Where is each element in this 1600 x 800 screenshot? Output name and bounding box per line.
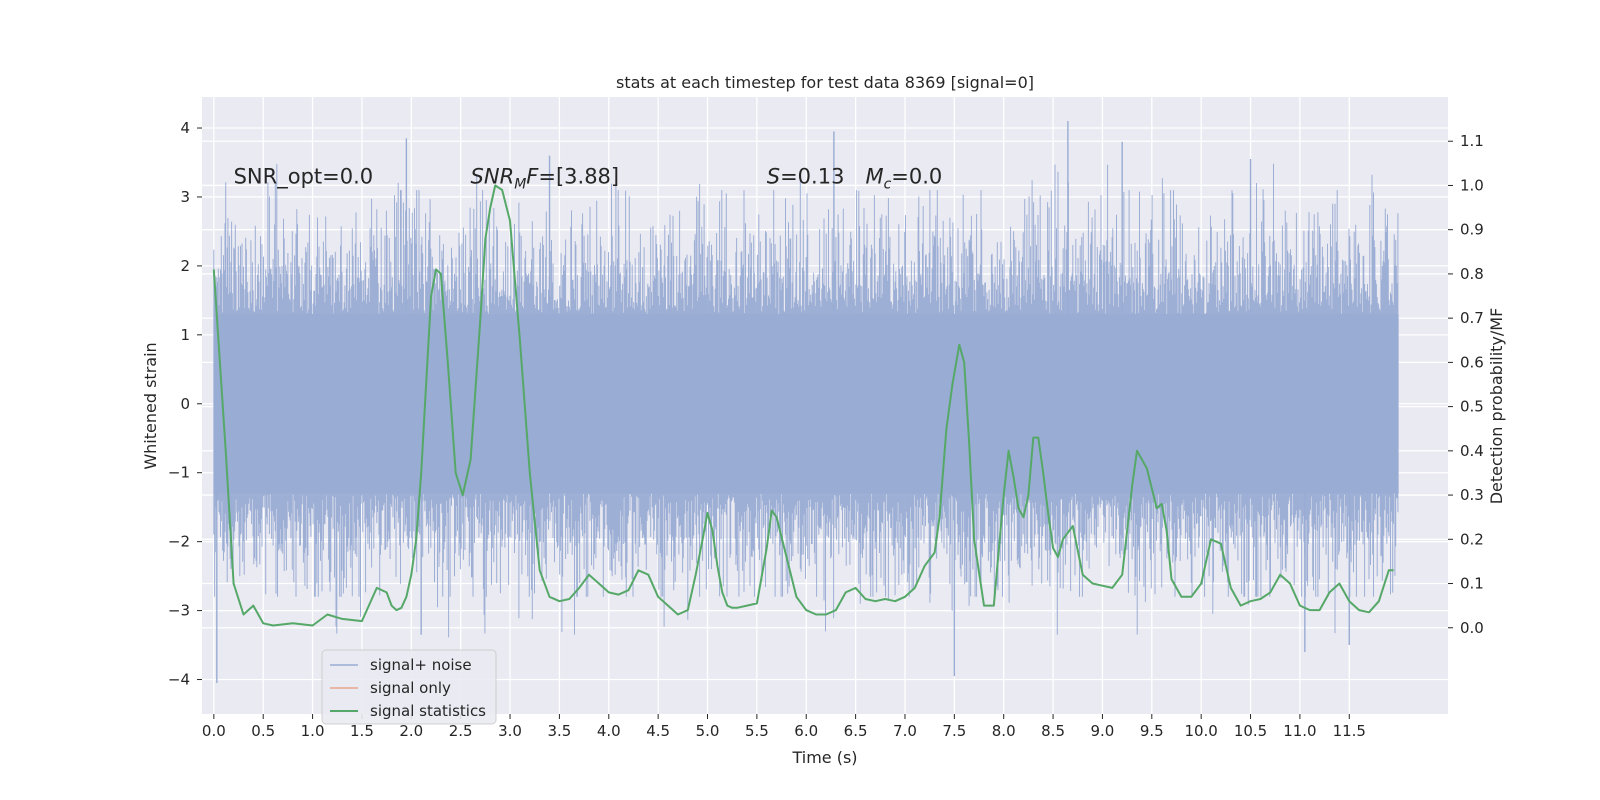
x-tick-label: 1.0	[301, 722, 325, 740]
x-tick-label: 4.0	[597, 722, 621, 740]
legend-label: signal+ noise	[370, 656, 472, 674]
series-signal-noise	[213, 121, 1399, 683]
x-tick-label: 8.5	[1041, 722, 1065, 740]
x-tick-label: 5.5	[745, 722, 769, 740]
y2-tick-label: 0.2	[1460, 530, 1484, 548]
y2-tick-label: 0.0	[1460, 619, 1484, 637]
legend-label: signal statistics	[370, 702, 486, 720]
y2-tick-label: 0.7	[1460, 309, 1484, 327]
x-tick-label: 10.0	[1184, 722, 1217, 740]
series-signal-statistics	[212, 184, 1394, 627]
y-tick-label: 0	[180, 395, 190, 413]
y-tick-label: −2	[168, 533, 190, 551]
x-tick-label: 6.5	[844, 722, 868, 740]
legend: signal+ noise signal only signal statistic…	[321, 649, 497, 725]
y2-tick-label: 0.8	[1460, 265, 1484, 283]
y2-tick-label: 0.5	[1460, 398, 1484, 416]
x-tick-label: 7.5	[942, 722, 966, 740]
y2-tick-label: 0.3	[1460, 486, 1484, 504]
x-tick-label: 2.5	[449, 722, 473, 740]
x-tick-label: 10.5	[1234, 722, 1267, 740]
legend-label: signal only	[370, 679, 451, 697]
y2-axis-title: Detection probability/MF	[1487, 308, 1506, 505]
y-tick-label: 1	[180, 326, 190, 344]
x-tick-label: 2.0	[399, 722, 423, 740]
y-axis-title: Whitened strain	[141, 342, 160, 469]
x-tick-label: 7.0	[893, 722, 917, 740]
chart-title: stats at each timestep for test data 836…	[616, 73, 1034, 92]
y-tick-label: 2	[180, 257, 190, 275]
x-tick-label: 3.0	[498, 722, 522, 740]
annotation-s: S=0.13	[767, 164, 845, 188]
y-tick-label: −1	[168, 464, 190, 482]
x-tick-label: 9.0	[1091, 722, 1115, 740]
y2-tick-label: 1.0	[1460, 176, 1484, 194]
x-tick-label: 11.5	[1333, 722, 1366, 740]
x-tick-label: 4.5	[646, 722, 670, 740]
y-tick-label: −3	[168, 602, 190, 620]
x-axis-title: Time (s)	[791, 748, 857, 767]
y2-tick-label: 0.1	[1460, 575, 1484, 593]
annotations: SNR_opt=0.0 SNRMF=[3.88] S=0.13 Mc=0.0	[234, 164, 943, 192]
x-tick-label: 5.0	[696, 722, 720, 740]
y-tick-label: 3	[180, 188, 190, 206]
y2-tick-label: 0.4	[1460, 442, 1484, 460]
x-tick-label: 0.0	[202, 722, 226, 740]
axes: 0.0 0.5 1.0 1.5 2.0 2.5 3.0 3.5 4.0 4.5 5.0 5.5 6.0 6…	[168, 119, 1484, 740]
annotation-snr-opt: SNR_opt=0.0	[234, 164, 374, 189]
x-tick-label: 0.5	[251, 722, 275, 740]
legend-box	[321, 649, 497, 725]
signal-statistics-line	[212, 184, 1394, 627]
y2-tick-label: 1.1	[1460, 132, 1484, 150]
y2-tick-label: 0.6	[1460, 353, 1484, 371]
x-tick-label: 11.0	[1283, 722, 1316, 740]
x-tick-label: 8.0	[992, 722, 1016, 740]
x-tick-label: 9.5	[1140, 722, 1164, 740]
noise-trace	[213, 163, 1399, 638]
y2-tick-label: 0.9	[1460, 221, 1484, 239]
y-tick-label: 4	[180, 119, 190, 137]
x-tick-label: 3.5	[547, 722, 571, 740]
y-tick-label: −4	[168, 671, 190, 689]
x-tick-label: 1.5	[350, 722, 374, 740]
x-tick-label: 6.0	[794, 722, 818, 740]
annotation-mc: Mc=0.0	[865, 164, 942, 192]
annotation-snr-mf: SNRMF=[3.88]	[471, 164, 620, 192]
